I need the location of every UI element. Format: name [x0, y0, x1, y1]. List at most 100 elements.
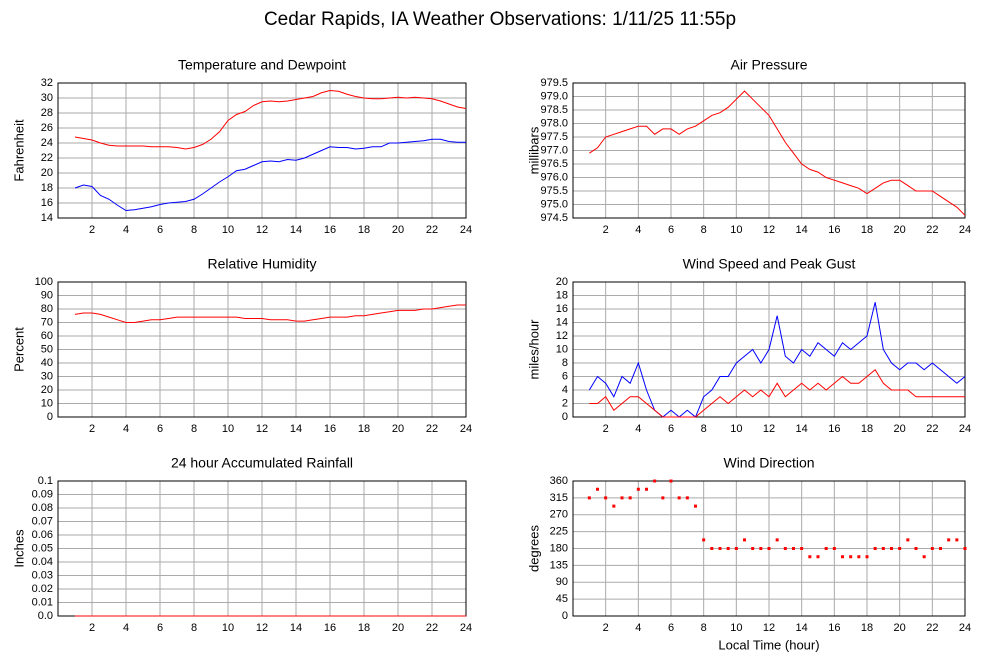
data-point: [628, 496, 632, 500]
data-line: [74, 304, 466, 323]
y-tick-label: 977.0: [540, 144, 568, 156]
y-tick-label: 45: [556, 593, 568, 605]
x-tick-label: 14: [290, 423, 302, 435]
x-tick-label: 10: [730, 622, 742, 634]
y-tick-label: 16: [41, 197, 53, 209]
x-tick-label: 14: [796, 224, 808, 236]
x-tick-label: 8: [191, 622, 197, 634]
y-tick-label: 0.06: [32, 529, 53, 541]
x-tick-label: 12: [763, 622, 775, 634]
data-point: [653, 479, 657, 483]
data-line: [589, 90, 966, 216]
y-tick-label: 80: [41, 303, 53, 315]
data-point: [783, 547, 787, 550]
data-point: [881, 547, 885, 550]
panel-title: Air Pressure: [730, 57, 807, 73]
y-tick-label: 2: [562, 397, 568, 409]
y-tick-label: 180: [550, 542, 568, 554]
data-point: [645, 487, 648, 491]
x-tick-label: 12: [256, 423, 268, 435]
y-tick-label: 225: [550, 526, 568, 538]
y-tick-label: 16: [556, 303, 568, 315]
y-tick-label: 0.08: [32, 502, 53, 514]
data-point: [792, 547, 795, 550]
data-point: [759, 547, 763, 550]
x-tick-label: 18: [861, 622, 873, 634]
data-point: [718, 547, 722, 550]
panel-title: Wind Speed and Peak Gust: [683, 256, 856, 272]
y-tick-label: 28: [41, 107, 53, 119]
y-tick-label: 22: [41, 152, 53, 164]
y-tick-label: 6: [562, 370, 568, 382]
y-tick-label: 24: [41, 137, 53, 149]
y-tick-label: 70: [41, 316, 53, 328]
data-line: [74, 89, 467, 150]
data-line: [74, 138, 466, 212]
data-point: [661, 496, 665, 500]
y-tick-label: 18: [41, 182, 53, 194]
y-tick-label: 30: [41, 370, 53, 382]
x-tick-label: 14: [796, 423, 808, 435]
data-point: [743, 538, 746, 542]
data-point: [898, 547, 902, 550]
x-tick-label: 12: [763, 224, 775, 236]
data-point: [963, 547, 967, 550]
y-tick-label: 270: [550, 509, 568, 521]
x-tick-label: 6: [157, 622, 163, 634]
y-tick-label: 977.5: [540, 131, 568, 143]
data-point: [841, 555, 844, 559]
y-tick-label: 978.5: [540, 104, 568, 116]
data-point: [849, 555, 853, 559]
y-tick-label: 0.05: [32, 542, 53, 554]
x-tick-label: 2: [603, 622, 609, 634]
data-point: [587, 496, 591, 500]
y-tick-label: 14: [556, 316, 568, 328]
y-tick-label: 18: [556, 289, 568, 301]
y-tick-label: 360: [550, 475, 568, 487]
x-tick-label: 18: [358, 423, 370, 435]
data-point: [800, 547, 804, 550]
data-point: [890, 547, 893, 550]
y-tick-label: 12: [556, 330, 568, 342]
y-tick-label: 90: [41, 289, 53, 301]
y-tick-label: 30: [41, 92, 53, 104]
x-tick-label: 18: [861, 224, 873, 236]
x-tick-label: 20: [894, 423, 906, 435]
data-point: [685, 496, 689, 500]
x-tick-label: 4: [123, 622, 129, 634]
data-point: [873, 547, 877, 550]
data-point: [596, 487, 599, 491]
y-tick-label: 20: [41, 384, 53, 396]
data-point: [808, 555, 812, 559]
y-tick-label: 90: [556, 576, 568, 588]
x-tick-label: 4: [123, 224, 129, 236]
y-tick-label: 0.1: [38, 475, 53, 487]
x-tick-label: 24: [460, 423, 472, 435]
y-tick-label: 20: [41, 167, 53, 179]
x-tick-label: 4: [635, 622, 641, 634]
plot-frame: [57, 82, 467, 219]
y-tick-label: 0.04: [32, 556, 53, 568]
y-tick-label: 14: [41, 212, 53, 224]
x-tick-label: 10: [730, 423, 742, 435]
x-tick-label: 18: [358, 622, 370, 634]
data-point: [669, 479, 673, 483]
data-point: [816, 555, 820, 559]
data-point: [702, 538, 706, 542]
x-tick-label: 20: [392, 423, 404, 435]
y-tick-label: 975.0: [540, 198, 568, 210]
y-tick-label: 0: [562, 610, 568, 622]
y-tick-label: 979.0: [540, 90, 568, 102]
x-tick-label: 12: [256, 622, 268, 634]
x-tick-label: 12: [256, 224, 268, 236]
plot-frame: [572, 281, 966, 418]
y-tick-label: 100: [35, 276, 53, 288]
x-tick-label: 20: [894, 224, 906, 236]
x-tick-label: 14: [290, 224, 302, 236]
y-tick-label: 8: [562, 357, 568, 369]
x-axis-label: Local Time (hour): [718, 637, 819, 652]
panel-title: Relative Humidity: [208, 256, 317, 272]
data-point: [939, 547, 942, 550]
data-point: [694, 504, 697, 508]
